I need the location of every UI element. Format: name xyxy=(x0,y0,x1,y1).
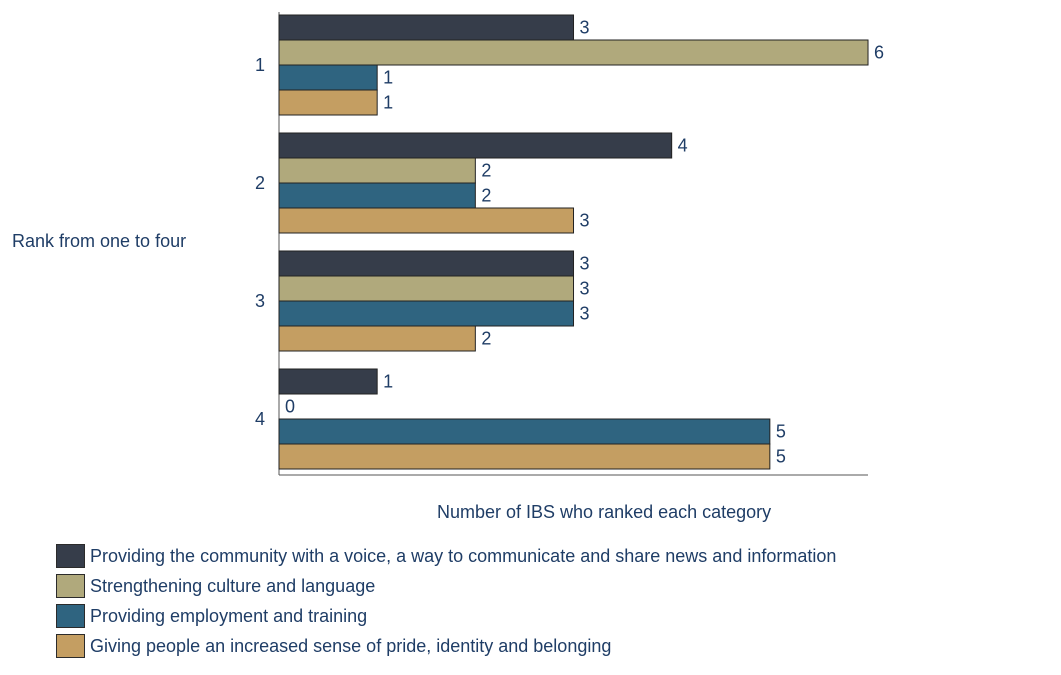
bar xyxy=(278,418,771,445)
legend-item: Providing employment and training xyxy=(56,601,836,631)
bar-value-label: 1 xyxy=(383,93,393,113)
bar xyxy=(278,89,378,116)
bar-value-label: 5 xyxy=(776,422,786,442)
legend-label: Providing employment and training xyxy=(90,605,368,626)
bar-value-label: 3 xyxy=(580,279,590,299)
bar xyxy=(278,275,575,302)
bar-value-label: 2 xyxy=(481,161,491,181)
bar-value-label: 3 xyxy=(580,254,590,274)
bar xyxy=(278,368,378,395)
bar xyxy=(278,182,476,209)
y-axis-label: Rank from one to four xyxy=(12,231,187,251)
bar-value-label: 3 xyxy=(580,304,590,324)
bar-value-label: 2 xyxy=(481,329,491,349)
bar xyxy=(278,250,575,277)
legend-item: Providing the community with a voice, a … xyxy=(56,541,836,571)
bar-value-label: 6 xyxy=(874,43,884,63)
legend-swatch xyxy=(56,604,85,628)
bar xyxy=(278,443,771,470)
x-axis-label: Number of IBS who ranked each category xyxy=(437,502,772,522)
legend-label: Strengthening culture and language xyxy=(90,575,376,596)
y-tick-label: 3 xyxy=(255,291,265,311)
bar-value-label: 4 xyxy=(678,136,688,156)
legend-swatch xyxy=(56,634,85,658)
bar-value-label: 3 xyxy=(580,18,590,38)
bar xyxy=(278,207,575,234)
bar xyxy=(278,325,476,352)
bar-value-label: 0 xyxy=(285,397,295,417)
bar-value-label: 3 xyxy=(580,211,590,231)
bar-value-label: 1 xyxy=(383,68,393,88)
bar xyxy=(278,64,378,91)
bar xyxy=(278,14,575,41)
y-tick-label: 1 xyxy=(255,55,265,75)
legend-item: Strengthening culture and language xyxy=(56,571,836,601)
bar-value-label: 5 xyxy=(776,447,786,467)
legend: Providing the community with a voice, a … xyxy=(56,541,836,661)
y-tick-label: 4 xyxy=(255,409,265,429)
bar xyxy=(278,132,673,159)
legend-item: Giving people an increased sense of prid… xyxy=(56,631,836,661)
bar xyxy=(278,157,476,184)
bar xyxy=(278,39,869,66)
bar xyxy=(278,300,575,327)
legend-label: Giving people an increased sense of prid… xyxy=(90,635,612,656)
bar-value-label: 2 xyxy=(481,186,491,206)
legend-swatch xyxy=(56,574,85,598)
y-tick-label: 2 xyxy=(255,173,265,193)
legend-label: Providing the community with a voice, a … xyxy=(90,545,837,566)
legend-swatch xyxy=(56,544,85,568)
bar-value-label: 1 xyxy=(383,372,393,392)
